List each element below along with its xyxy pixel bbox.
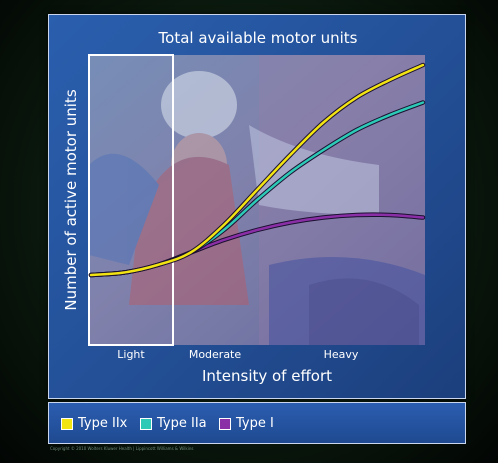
zone-label-light: Light — [117, 348, 145, 361]
series-line-type-iix — [89, 63, 425, 277]
legend: Type IIx Type IIa Type I — [48, 402, 466, 444]
legend-label-type-i: Type I — [236, 416, 274, 431]
series-lines — [88, 62, 426, 278]
chart-panel: Total available motor units Number of ac… — [48, 14, 466, 399]
legend-swatch-type-iia — [140, 418, 152, 430]
x-axis-label: Intensity of effort — [202, 367, 332, 385]
zone-label-heavy: Heavy — [324, 348, 359, 361]
light-zone-outline — [88, 54, 174, 346]
zone-label-moderate: Moderate — [189, 348, 242, 361]
legend-swatch-type-i — [219, 418, 231, 430]
chart-title: Total available motor units — [158, 29, 358, 47]
legend-swatch-type-iix — [61, 418, 73, 430]
copyright-notice: Copyright © 2010 Wolters Kluwer Health |… — [50, 446, 194, 451]
y-axis-label: Number of active motor units — [62, 89, 80, 310]
zone-labels: Light Moderate Heavy — [117, 348, 359, 361]
background-photo — [89, 71, 425, 345]
legend-label-type-iix: Type IIx — [78, 416, 128, 431]
legend-label-type-iia: Type IIa — [157, 416, 207, 431]
legend-item-type-iix: Type IIx — [61, 416, 127, 432]
legend-item-type-i: Type I — [219, 416, 274, 432]
chart-svg: Total available motor units Number of ac… — [62, 29, 426, 385]
legend-item-type-iia: Type IIa — [140, 416, 207, 432]
